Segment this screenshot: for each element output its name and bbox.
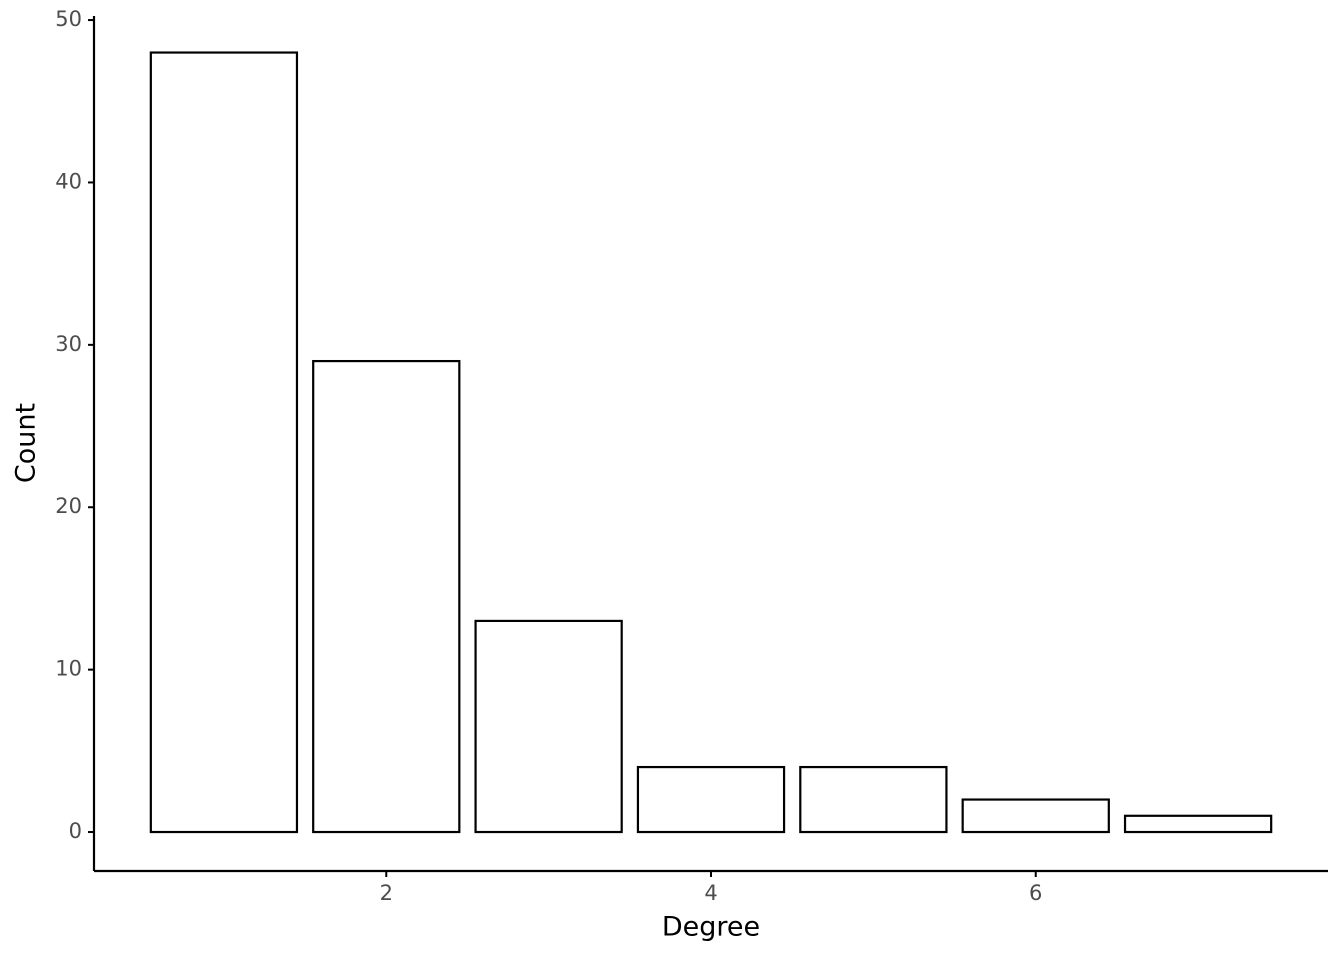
y-tick-label: 20	[55, 494, 82, 518]
x-axis-title: Degree	[662, 912, 760, 943]
y-tick-label: 50	[55, 7, 82, 31]
y-tick-label: 0	[69, 819, 82, 843]
y-axis-title: Count	[11, 403, 42, 483]
bar	[799, 765, 948, 834]
x-tick-label: 4	[704, 881, 717, 905]
bar	[1123, 814, 1273, 834]
y-tick-label: 10	[55, 657, 82, 681]
y-tick-label: 40	[55, 169, 82, 193]
x-tick-label: 2	[380, 881, 393, 905]
bar	[961, 798, 1110, 834]
x-tick-label: 6	[1029, 881, 1042, 905]
bar	[312, 359, 461, 834]
bar	[149, 51, 299, 834]
bar	[636, 765, 786, 834]
bar	[474, 619, 623, 834]
y-tick-label: 30	[55, 332, 82, 356]
